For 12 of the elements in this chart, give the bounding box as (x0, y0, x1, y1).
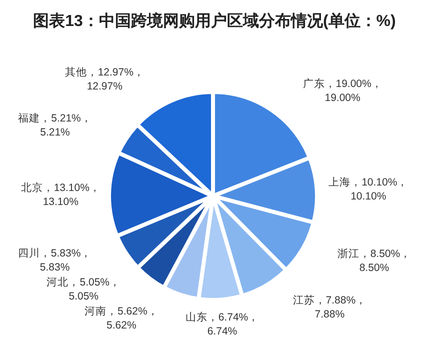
data-label: 山东，6.74%， 6.74% (185, 312, 260, 338)
data-label: 四川，5.83%， 5.83% (18, 248, 92, 274)
data-label: 河北，5.05%， 5.05% (46, 276, 121, 303)
data-label: 上海，10.10%， 10.10% (328, 176, 408, 202)
data-label: 河南，5.62%， 5.62% (84, 306, 158, 332)
data-label: 福建，5.21%， 5.21% (18, 112, 92, 139)
data-label: 广东，19.00%， 19.00% (302, 78, 382, 104)
data-label: 其他，12.97%， 12.97% (64, 66, 144, 92)
chart-title: 图表13：中国跨境网购用户区域分布情况(单位：%) (33, 11, 396, 30)
data-label: 浙江，8.50%， 8.50% (337, 248, 412, 274)
data-label: 北京，13.10%， 13.10% (20, 182, 100, 208)
data-label: 江苏，7.88%， 7.88% (292, 294, 367, 320)
